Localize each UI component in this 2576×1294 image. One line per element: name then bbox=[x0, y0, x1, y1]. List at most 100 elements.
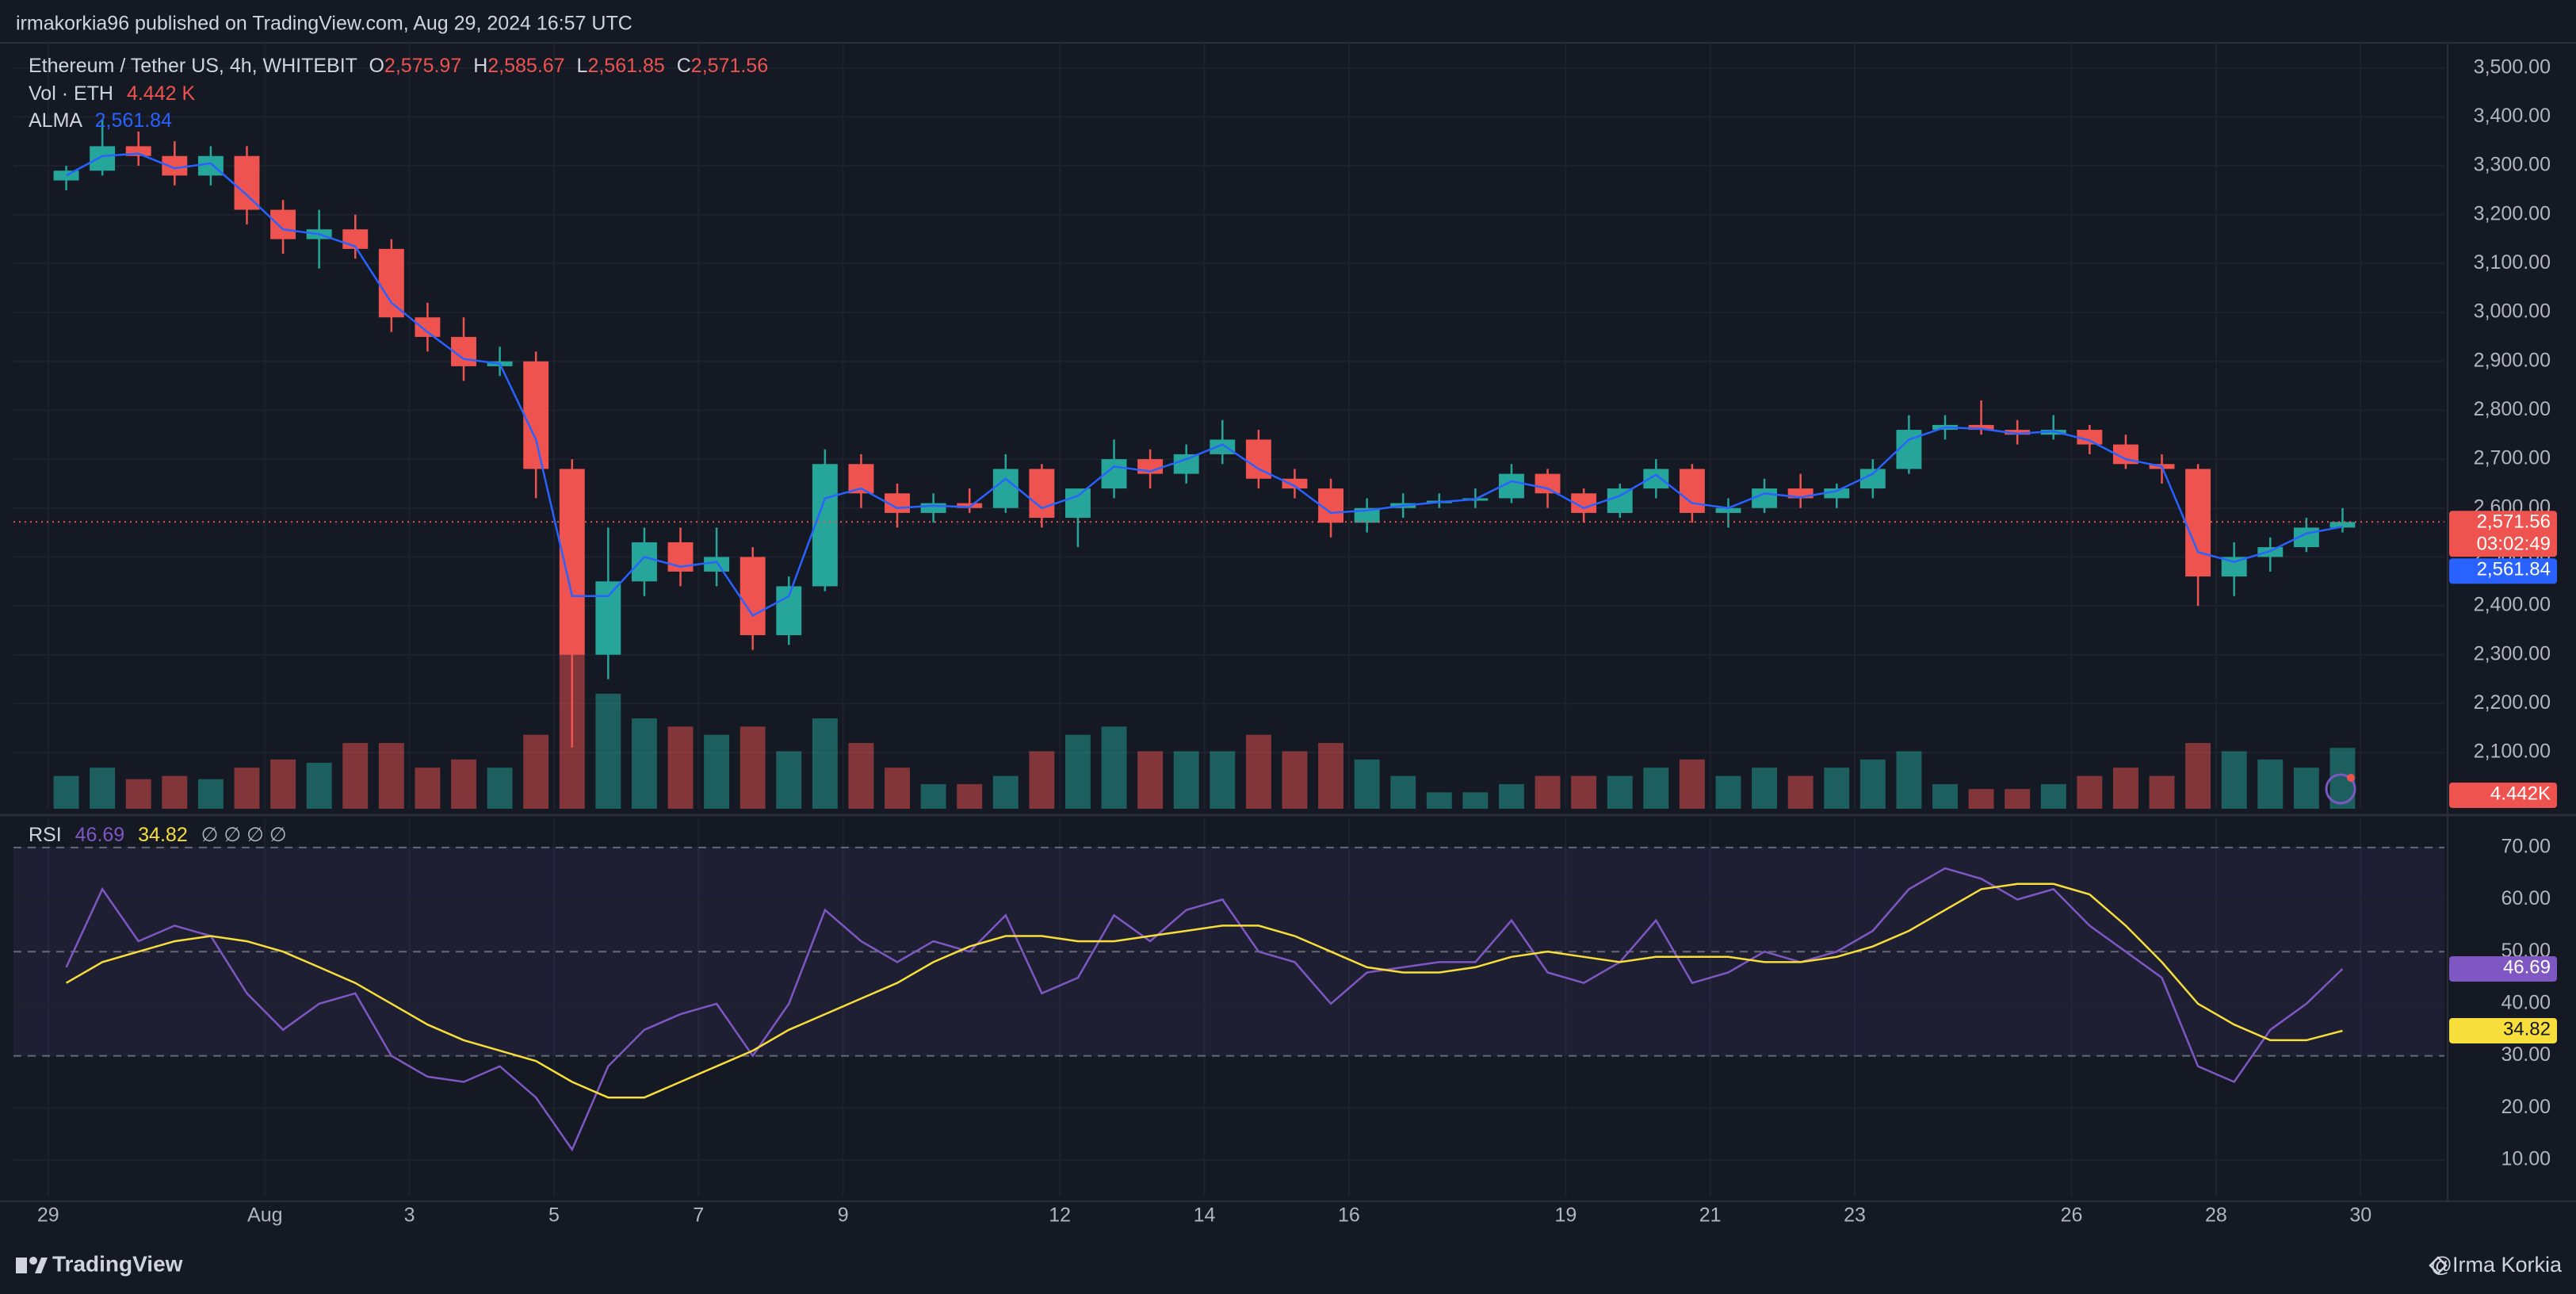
volume-bar bbox=[2221, 751, 2247, 809]
volume-bar bbox=[234, 768, 260, 809]
y-tick-label: 40.00 bbox=[2501, 992, 2551, 1014]
volume-bar bbox=[1607, 775, 1633, 809]
candle-body bbox=[90, 146, 116, 171]
volume-bar bbox=[342, 743, 369, 809]
volume-bar bbox=[197, 779, 224, 809]
rsi-flags: ∅ ∅ ∅ ∅ bbox=[201, 824, 287, 846]
volume-bar bbox=[1173, 751, 1199, 809]
candle-body bbox=[234, 155, 260, 210]
author-name: @Irma Korkia bbox=[2431, 1253, 2563, 1277]
publisher-line: irmakorkia96 published on TradingView.co… bbox=[16, 13, 633, 35]
alma-legend: ALMA 2,561.84 bbox=[29, 109, 172, 132]
plot-layer: 29 Aug 3 5 7 9 12 14 16 19 21 23 26 28 30 2,100.00 2,200… bbox=[13, 43, 2557, 1227]
author-icon bbox=[2429, 1256, 2448, 1275]
ohlc-key: L bbox=[577, 55, 588, 77]
rsi-legend: RSI 46.69 34.82 ∅ ∅ ∅ ∅ bbox=[29, 824, 287, 846]
x-tick-label: 19 bbox=[1554, 1204, 1577, 1227]
volume-bar bbox=[1354, 759, 1380, 809]
candle-body bbox=[1282, 478, 1308, 489]
x-tick-label: Aug bbox=[247, 1204, 282, 1227]
volume-tag-box bbox=[2449, 783, 2557, 808]
x-tick-label: 21 bbox=[1699, 1204, 1722, 1227]
volume-bar bbox=[2112, 768, 2138, 809]
alma-line bbox=[66, 152, 2343, 618]
volume-bar bbox=[1571, 775, 1597, 809]
candle-body bbox=[197, 155, 224, 176]
volume-legend: Vol · ETH 4.442 K bbox=[29, 82, 195, 105]
x-tick-label: 26 bbox=[2061, 1204, 2083, 1227]
candle-body bbox=[1210, 439, 1236, 454]
alma-tag: 2,561.84 bbox=[2477, 559, 2551, 580]
rsi-tag-box bbox=[2449, 955, 2557, 982]
volume-bar bbox=[1029, 751, 1055, 809]
y-tick-label: 20.00 bbox=[2501, 1096, 2551, 1118]
rsi-tag-box bbox=[2449, 1017, 2557, 1043]
candle-body bbox=[162, 155, 188, 176]
y-tick-label: 2,100.00 bbox=[2474, 741, 2551, 763]
volume-bar bbox=[920, 783, 946, 809]
volume-bar bbox=[1643, 768, 1669, 809]
logo-part bbox=[29, 1257, 37, 1265]
volume-bar bbox=[415, 768, 441, 809]
volume-bar bbox=[1787, 775, 1814, 809]
candle-body bbox=[1715, 507, 1741, 513]
volume-bar bbox=[2257, 759, 2284, 809]
alert-icon bbox=[2325, 773, 2356, 805]
candle-body bbox=[1029, 469, 1055, 519]
ohlc-key: H bbox=[473, 55, 487, 77]
candle-body bbox=[2077, 430, 2103, 445]
ohlc-key: O bbox=[369, 55, 384, 77]
x-tick-label: 28 bbox=[2205, 1204, 2227, 1227]
volume-bar bbox=[776, 751, 802, 809]
candle-body bbox=[1607, 488, 1633, 513]
candle-body bbox=[270, 209, 296, 239]
rsi-line bbox=[65, 882, 2343, 1099]
ohlc-value: 2,571.56 bbox=[691, 55, 768, 77]
y-tick-label: 3,000.00 bbox=[2474, 301, 2551, 323]
rsi-tag: 46.69 bbox=[2503, 956, 2551, 978]
volume-bar bbox=[53, 775, 79, 809]
y-tick-label: 70.00 bbox=[2501, 835, 2551, 857]
volume-bar bbox=[667, 726, 694, 809]
logo-part bbox=[16, 1258, 27, 1273]
x-tick-label: 29 bbox=[37, 1204, 59, 1227]
volume-bar bbox=[1932, 783, 1958, 809]
volume-bar bbox=[2040, 783, 2066, 809]
volume-bar bbox=[1137, 751, 1164, 809]
candle-body bbox=[631, 542, 657, 582]
y-tick-label: 2,400.00 bbox=[2474, 594, 2551, 616]
y-tick-label: 30.00 bbox=[2501, 1043, 2551, 1066]
volume-bar bbox=[2293, 768, 2319, 809]
rsi-name: RSI bbox=[29, 824, 62, 846]
volume-bar bbox=[1210, 751, 1236, 809]
y-tick-label: 3,200.00 bbox=[2474, 202, 2551, 224]
candle-body bbox=[1643, 469, 1669, 489]
candle-body bbox=[704, 557, 730, 572]
ohlc-value: 2,575.97 bbox=[384, 55, 461, 77]
volume-bar bbox=[1426, 792, 1452, 809]
y-tick-label: 3,500.00 bbox=[2474, 56, 2551, 78]
x-tick-label: 5 bbox=[548, 1204, 560, 1227]
ohlc-value: 2,561.85 bbox=[587, 55, 664, 77]
x-tick-label: 30 bbox=[2349, 1204, 2372, 1227]
rsi-value: 46.69 bbox=[75, 824, 125, 846]
volume-bar bbox=[740, 726, 766, 809]
x-tick-label: 3 bbox=[404, 1204, 415, 1227]
y-tick-label: 2,200.00 bbox=[2474, 691, 2551, 714]
ohlc-value: 2,585.67 bbox=[487, 55, 564, 77]
volume-bar bbox=[90, 768, 116, 809]
volume-bar bbox=[1282, 751, 1308, 809]
x-tick-label: 12 bbox=[1049, 1204, 1071, 1227]
y-tick-label: 60.00 bbox=[2501, 887, 2551, 909]
candle-body bbox=[1064, 488, 1091, 519]
x-tick-label: 23 bbox=[1844, 1204, 1866, 1227]
volume-bar bbox=[812, 718, 838, 809]
volume-bar bbox=[1896, 751, 1922, 809]
y-tick-label: 2,300.00 bbox=[2474, 642, 2551, 664]
ohlc-key: C bbox=[677, 55, 691, 77]
volume-bar bbox=[270, 759, 296, 809]
candle-body bbox=[1679, 469, 1705, 513]
candle-body bbox=[378, 248, 404, 318]
x-tick-label: 14 bbox=[1194, 1204, 1216, 1227]
